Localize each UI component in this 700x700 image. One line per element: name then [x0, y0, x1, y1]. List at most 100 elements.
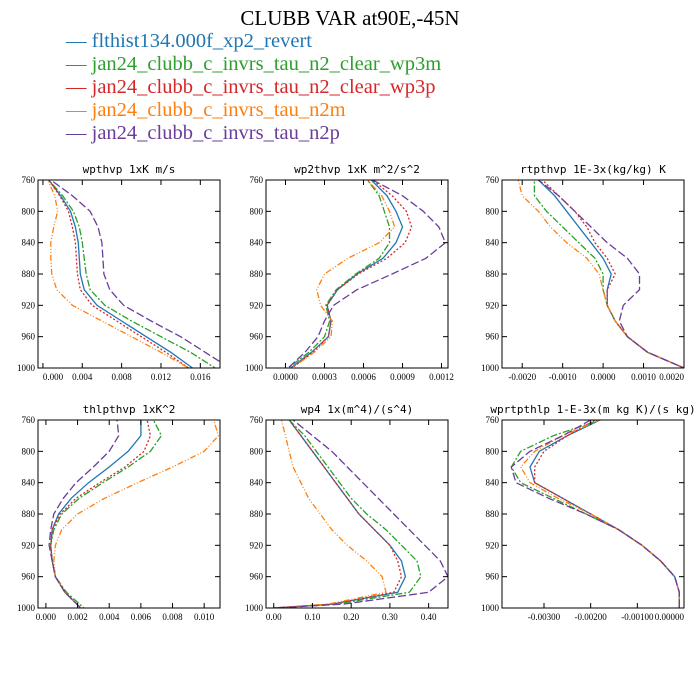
plot-frame: [37, 419, 221, 609]
y-tick-label: 920: [486, 300, 500, 310]
x-tick-label: 0.0003: [312, 372, 337, 382]
x-tick-label: 0.0006: [351, 372, 376, 382]
y-tick-label: 920: [250, 540, 264, 550]
x-tick-label: -0.00200: [575, 612, 608, 622]
series-line-3: [534, 420, 680, 608]
y-tick-label: 960: [250, 572, 264, 582]
y-tick-label: 880: [22, 269, 36, 279]
x-tick-label: 0.10: [305, 612, 321, 622]
panel-3: rtpthvp 1E-3x(kg/kg) K 760 800 840 880 920 960…: [481, 163, 685, 382]
series-line-3: [48, 180, 189, 368]
y-tick-label: 760: [486, 175, 500, 185]
series-line-5: [273, 420, 448, 608]
y-tick-label: 760: [250, 415, 264, 425]
x-tick-label: 0.000: [36, 612, 57, 622]
x-tick-label: 0.004: [99, 612, 120, 622]
series-line-4: [273, 420, 387, 608]
y-tick-label: 800: [486, 446, 500, 456]
x-tick-label: 0.004: [72, 372, 93, 382]
series-line-5: [536, 180, 684, 368]
x-tick-label: -0.0010: [549, 372, 577, 382]
y-tick-label: 840: [486, 478, 500, 488]
x-tick-label: 0.0020: [659, 372, 684, 382]
panel-2: wp2thvp 1xK m^2/s^2 760 800 840 880 920 960 100…: [245, 163, 454, 382]
panel-title: wprtpthlp 1-E-3x(m kg K)/(s kg): [490, 403, 695, 416]
x-tick-label: 0.012: [151, 372, 171, 382]
y-tick-label: 840: [22, 238, 36, 248]
series-lines: [273, 420, 448, 608]
y-tick-label: 880: [250, 509, 264, 519]
y-tick-label: 960: [486, 332, 500, 342]
x-tick-label: 0.006: [131, 612, 152, 622]
x-tick-label: 0.010: [194, 612, 215, 622]
series-line-3: [50, 420, 152, 608]
series-line-4: [53, 420, 220, 608]
series-line-4: [47, 180, 189, 368]
x-tick-label: -0.00300: [528, 612, 561, 622]
y-tick-label: 920: [22, 540, 36, 550]
y-tick-label: 840: [250, 238, 264, 248]
panel-title: rtpthvp 1E-3x(kg/kg) K: [520, 163, 666, 176]
y-tick-label: 760: [22, 415, 36, 425]
x-tick-label: 0.008: [162, 612, 183, 622]
figure-title: CLUBB VAR at90E,-45N: [240, 6, 460, 30]
x-tick-label: 0.008: [111, 372, 132, 382]
y-tick-label: 1000: [17, 363, 36, 373]
series-line-1: [529, 420, 680, 608]
x-tick-label: 0.0000: [591, 372, 616, 382]
x-tick-label: 0.00: [266, 612, 282, 622]
series-line-2: [533, 180, 684, 368]
series-lines: [47, 180, 220, 368]
panel-title: wp4 1x(m^4)/(s^4): [301, 403, 414, 416]
series-line-5: [510, 420, 680, 608]
series-line-4: [519, 420, 680, 608]
series-line-2: [48, 180, 216, 368]
y-tick-label: 1000: [17, 603, 36, 613]
y-tick-label: 880: [250, 269, 264, 279]
x-tick-label: -0.0020: [508, 372, 536, 382]
legend-entry: — jan24_clubb_c_invrs_tau_n2_clear_wp3p: [66, 76, 436, 98]
y-tick-label: 920: [250, 300, 264, 310]
series-line-5: [49, 180, 220, 363]
panel-title: thlpthvp 1xK^2: [83, 403, 176, 416]
plot-frame: [501, 179, 685, 369]
legend-entry: — jan24_clubb_c_invrs_tau_n2p: [66, 122, 340, 144]
panel-5: wp4 1x(m^4)/(s^4)76080084088092096010000…: [245, 403, 449, 622]
legend-entry: — jan24_clubb_c_invrs_tau_n2m: [66, 99, 346, 121]
series-lines: [48, 420, 220, 608]
y-tick-label: 760: [486, 415, 500, 425]
legend-entry: — jan24_clubb_c_invrs_tau_n2_clear_wp3m: [66, 53, 442, 75]
y-tick-label: 880: [486, 269, 500, 279]
panel-1: wpthvp 1xK m/s 760 800 840 880 920 960 1000 0.00…: [17, 163, 221, 382]
series-lines: [510, 420, 680, 608]
series-line-5: [48, 420, 120, 608]
y-tick-label: 960: [250, 332, 264, 342]
x-tick-label: 0.0012: [429, 372, 454, 382]
y-tick-label: 880: [22, 509, 36, 519]
y-tick-label: 880: [486, 509, 500, 519]
y-tick-label: 1000: [245, 363, 264, 373]
y-tick-label: 840: [22, 478, 36, 488]
y-tick-label: 1000: [245, 603, 264, 613]
series-line-1: [537, 180, 684, 368]
y-tick-label: 760: [250, 175, 264, 185]
plot-frame: [37, 179, 221, 369]
x-tick-label: 0.002: [67, 612, 87, 622]
panel-4: thlpthvp 1xK^276080084088092096010000.00…: [17, 403, 221, 622]
x-tick-label: 0.0009: [390, 372, 415, 382]
panel-title: wpthvp 1xK m/s: [83, 163, 176, 176]
series-line-3: [540, 180, 684, 368]
x-tick-label: 0.0000: [273, 372, 298, 382]
y-tick-label: 920: [22, 300, 36, 310]
panel-title: wp2thvp 1xK m^2/s^2: [294, 163, 420, 176]
y-tick-label: 920: [486, 540, 500, 550]
series-line-3: [291, 180, 413, 368]
x-tick-label: 0.00000: [655, 612, 685, 622]
x-tick-label: 0.30: [382, 612, 398, 622]
plot-frame: [501, 419, 685, 609]
series-line-1: [48, 180, 193, 368]
y-tick-label: 800: [250, 206, 264, 216]
series-line-2: [510, 420, 680, 608]
